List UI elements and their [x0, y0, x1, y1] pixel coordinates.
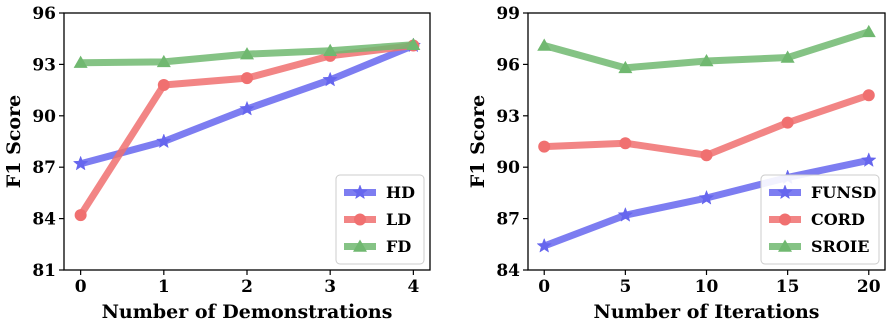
- legend-marker: [352, 184, 368, 200]
- data-point-funsd: [536, 237, 553, 253]
- data-point-hd: [72, 155, 89, 171]
- y-axis-label: F1 Score: [467, 95, 489, 188]
- legend-marker: [777, 184, 793, 200]
- data-point-hd: [239, 100, 255, 116]
- legend-label: LD: [386, 210, 411, 229]
- x-tick-label: 1: [158, 277, 170, 297]
- y-tick-label: 93: [32, 55, 56, 75]
- data-point-fd: [156, 54, 171, 68]
- y-tick-label: 87: [32, 158, 56, 178]
- data-point-sroie: [699, 53, 714, 67]
- legend-box: [760, 174, 880, 265]
- legend-label: HD: [386, 183, 415, 202]
- data-point-fd: [323, 43, 338, 56]
- y-tick-label: 81: [32, 261, 56, 281]
- legend-marker: [353, 239, 367, 252]
- x-tick-label: 10: [695, 277, 719, 297]
- data-point-fd: [240, 47, 254, 60]
- legend: HD LD FD: [335, 174, 425, 265]
- data-point-sroie: [618, 60, 633, 74]
- data-point-fd: [406, 37, 421, 50]
- legend-entry-cord: CORD: [769, 210, 865, 229]
- legend-entry-funsd: FUNSD: [769, 183, 876, 202]
- data-point-cord: [781, 116, 794, 129]
- legend-marker: [778, 239, 792, 252]
- chart-demonstrations: 0 1 2 3 4 81 84 87 90 93 96 Number of Demonstration…: [3, 4, 431, 323]
- chart-iterations: 0 5 10 15 20 84 87 90 93 96 99 Number of Iterations…: [467, 4, 886, 323]
- legend-label: FD: [386, 237, 411, 256]
- legend-label: FUNSD: [811, 183, 876, 202]
- y-tick-label: 96: [496, 55, 520, 75]
- y-tick-label: 90: [32, 107, 56, 127]
- x-axis-label: Number of Demonstrations: [102, 301, 393, 321]
- series-cord: [538, 89, 875, 162]
- data-point-ld: [74, 209, 87, 222]
- data-point-fd: [73, 55, 88, 68]
- x-tick-label: 4: [407, 277, 419, 297]
- x-tick-label: 3: [324, 277, 336, 297]
- x-tick-label: 2: [241, 277, 253, 297]
- data-point-hd: [156, 133, 172, 149]
- data-point-cord: [619, 137, 632, 150]
- y-tick-label: 99: [496, 4, 520, 24]
- data-point-ld: [157, 78, 170, 91]
- x-tick-label: 15: [776, 277, 800, 297]
- data-point-cord: [862, 89, 875, 102]
- y-tick-label: 87: [496, 210, 520, 230]
- data-point-hd: [322, 71, 338, 87]
- x-axis-label: Number of Iterations: [594, 301, 820, 321]
- series-line-cord: [544, 91, 870, 159]
- data-point-cord: [700, 149, 713, 162]
- y-tick-label: 90: [496, 158, 520, 178]
- data-point-sroie: [780, 50, 795, 63]
- legend-entry-ld: LD: [344, 210, 411, 229]
- series-sroie: [537, 24, 876, 74]
- y-tick-label: 84: [32, 210, 56, 230]
- data-point-sroie: [861, 24, 876, 38]
- legend-label: SROIE: [811, 237, 869, 256]
- legend-marker: [779, 213, 791, 226]
- legend-entry-sroie: SROIE: [769, 237, 869, 256]
- data-point-sroie: [537, 38, 552, 51]
- legend-marker: [354, 213, 366, 226]
- legend-entry-hd: HD: [344, 183, 415, 202]
- data-point-ld: [241, 72, 253, 85]
- y-axis-label: F1 Score: [3, 95, 25, 188]
- data-point-cord: [538, 140, 551, 153]
- y-tick-label: 96: [32, 4, 56, 24]
- y-tick-label: 84: [496, 261, 520, 281]
- x-tick-label: 0: [75, 277, 87, 297]
- legend: FUNSD CORD SROIE: [760, 174, 880, 265]
- y-tick-label: 93: [496, 107, 520, 127]
- x-tick-label: 20: [857, 277, 881, 297]
- x-tick-label: 0: [538, 277, 550, 297]
- x-tick-label: 5: [619, 277, 631, 297]
- legend-label: CORD: [811, 210, 865, 229]
- data-point-funsd: [617, 206, 634, 222]
- data-point-funsd: [698, 189, 715, 205]
- data-point-funsd: [860, 152, 877, 167]
- series-fd: [73, 37, 421, 68]
- legend-entry-fd: FD: [344, 237, 411, 256]
